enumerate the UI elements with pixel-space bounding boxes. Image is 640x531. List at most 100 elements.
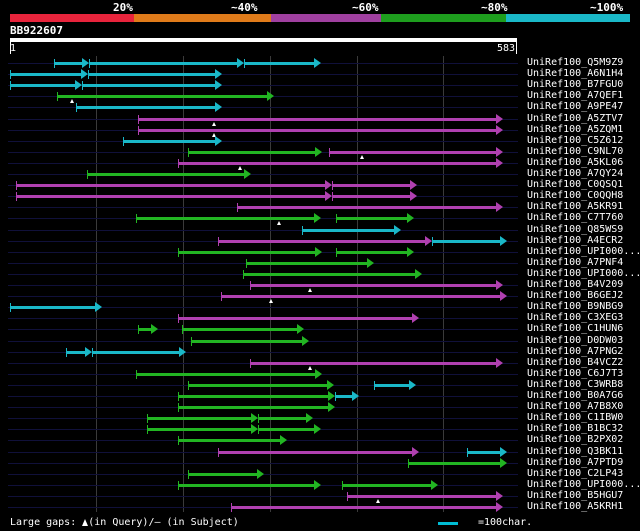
hit-label[interactable]: UniRef100_B9NBG9: [527, 301, 624, 313]
hsp-segment[interactable]: [258, 417, 307, 421]
hsp-segment[interactable]: [54, 62, 83, 65]
hsp-segment[interactable]: [218, 239, 426, 243]
hit-label[interactable]: UniRef100_C2LP43: [527, 467, 624, 479]
hit-label[interactable]: UniRef100_A6N1H4: [527, 68, 624, 80]
hit-label[interactable]: UniRef100_A7PNG2: [527, 345, 624, 357]
hsp-segment[interactable]: [334, 395, 353, 398]
hit-label[interactable]: UniRef100_B5HGU7: [527, 489, 624, 501]
hsp-segment[interactable]: [56, 95, 268, 99]
hsp-segment[interactable]: [246, 261, 368, 265]
hsp-segment[interactable]: [122, 139, 216, 143]
hsp-segment[interactable]: [431, 239, 502, 243]
hsp-segment[interactable]: [336, 217, 409, 221]
hit-label[interactable]: UniRef100_D0DW03: [527, 334, 624, 346]
hsp-segment[interactable]: [88, 62, 239, 65]
hsp-segment[interactable]: [346, 494, 497, 498]
hit-label[interactable]: UniRef100_A7QY24: [527, 168, 624, 179]
hit-label[interactable]: UniRef100_B7FGU0: [527, 79, 624, 91]
hit-label[interactable]: UniRef100_B4VCZ2: [527, 356, 624, 368]
hsp-segment[interactable]: [250, 361, 497, 365]
hsp-segment[interactable]: [236, 206, 497, 210]
hsp-segment[interactable]: [336, 250, 409, 254]
hit-label[interactable]: UniRef100_A5KL06: [527, 156, 624, 168]
hit-label[interactable]: UniRef100_A5KR91: [527, 201, 624, 213]
hsp-segment[interactable]: [10, 73, 83, 77]
hit-label[interactable]: UniRef100_C6J7T3: [527, 367, 624, 379]
hsp-segment[interactable]: [138, 128, 497, 132]
hsp-segment[interactable]: [135, 372, 316, 376]
hsp-segment[interactable]: [138, 117, 497, 121]
hsp-segment[interactable]: [147, 417, 253, 421]
hit-label[interactable]: UniRef100_Q5M9Z9: [527, 57, 624, 68]
hsp-segment[interactable]: [408, 461, 502, 465]
hit-label[interactable]: UniRef100_C3WRB8: [527, 378, 624, 390]
hit-label[interactable]: UniRef100_C3XEG3: [527, 312, 624, 324]
hsp-segment[interactable]: [177, 317, 413, 321]
hsp-segment[interactable]: [177, 161, 497, 165]
hsp-segment[interactable]: [82, 84, 216, 88]
hit-label[interactable]: UniRef100_C7T760: [527, 212, 624, 224]
hsp-segment[interactable]: [242, 272, 417, 276]
hit-label[interactable]: UniRef100_A4ECR2: [527, 234, 624, 246]
hit-label[interactable]: UniRef100_B1BC32: [527, 423, 624, 435]
hsp-segment[interactable]: [332, 195, 412, 199]
hsp-segment[interactable]: [16, 195, 326, 199]
hsp-segment[interactable]: [187, 472, 259, 476]
hit-label[interactable]: UniRef100_B0A7G6: [527, 390, 624, 401]
hsp-segment[interactable]: [177, 395, 329, 398]
hit-label[interactable]: UniRef100_A5KRH1: [527, 501, 624, 512]
hsp-segment[interactable]: [342, 483, 432, 487]
hit-label[interactable]: UniRef100_C0QQH8: [527, 190, 624, 202]
hsp-segment[interactable]: [231, 506, 497, 509]
hsp-segment[interactable]: [332, 184, 412, 188]
hsp-segment[interactable]: [137, 328, 153, 332]
hit-label[interactable]: UniRef100_A5ZQM1: [527, 123, 624, 135]
hit-label[interactable]: UniRef100_C5Z612: [527, 134, 624, 146]
hsp-segment[interactable]: [135, 217, 315, 221]
hit-label[interactable]: UniRef100_C9NL70: [527, 145, 624, 157]
hit-label[interactable]: UniRef100_UPI000...: [527, 267, 640, 279]
hit-label[interactable]: UniRef100_Q85WS9: [527, 223, 624, 235]
hit-label[interactable]: UniRef100_C1HUN6: [527, 323, 624, 335]
hit-label[interactable]: UniRef100_C1IBW0: [527, 412, 624, 424]
hsp-segment[interactable]: [258, 428, 315, 432]
hsp-segment[interactable]: [88, 73, 216, 77]
hit-label[interactable]: UniRef100_B2PX02: [527, 434, 624, 446]
hsp-segment[interactable]: [373, 383, 411, 387]
hsp-segment[interactable]: [147, 428, 253, 432]
hsp-segment[interactable]: [250, 284, 497, 287]
hit-label[interactable]: UniRef100_B6GEJ2: [527, 290, 624, 302]
hsp-segment[interactable]: [177, 406, 329, 410]
hit-label[interactable]: UniRef100_B4V209: [527, 279, 624, 290]
hsp-segment[interactable]: [329, 150, 497, 154]
hsp-segment[interactable]: [87, 173, 246, 176]
hit-label[interactable]: UniRef100_A9PE47: [527, 101, 624, 113]
hsp-segment[interactable]: [177, 250, 316, 254]
hsp-segment[interactable]: [187, 150, 316, 154]
hsp-segment[interactable]: [65, 350, 86, 354]
hit-label[interactable]: UniRef100_A5ZTV7: [527, 112, 624, 124]
hsp-segment[interactable]: [466, 450, 502, 454]
hsp-segment[interactable]: [187, 383, 328, 387]
hsp-segment[interactable]: [190, 339, 303, 343]
hsp-segment[interactable]: [91, 350, 181, 354]
hsp-segment[interactable]: [10, 306, 96, 310]
hsp-segment[interactable]: [220, 295, 502, 299]
hsp-segment[interactable]: [16, 184, 326, 188]
hsp-segment[interactable]: [301, 228, 396, 232]
hsp-segment[interactable]: [177, 439, 281, 443]
hit-label[interactable]: UniRef100_A7PTD9: [527, 456, 624, 468]
hsp-segment[interactable]: [181, 328, 299, 332]
hsp-segment[interactable]: [75, 106, 216, 110]
hit-label[interactable]: UniRef100_A7PNF4: [527, 256, 624, 268]
hit-label[interactable]: UniRef100_UPI000...: [527, 478, 640, 490]
hit-label[interactable]: UniRef100_A7B8X0: [527, 401, 624, 413]
hit-label[interactable]: UniRef100_C0QSQ1: [527, 179, 624, 191]
hit-label[interactable]: UniRef100_UPI000...: [527, 245, 640, 257]
hit-label[interactable]: UniRef100_Q3BK11: [527, 445, 624, 457]
hsp-segment[interactable]: [244, 62, 315, 65]
hsp-segment[interactable]: [218, 450, 413, 454]
hit-label[interactable]: UniRef100_A7QEF1: [527, 90, 624, 102]
hsp-segment[interactable]: [177, 483, 315, 487]
hsp-segment[interactable]: [10, 84, 77, 88]
